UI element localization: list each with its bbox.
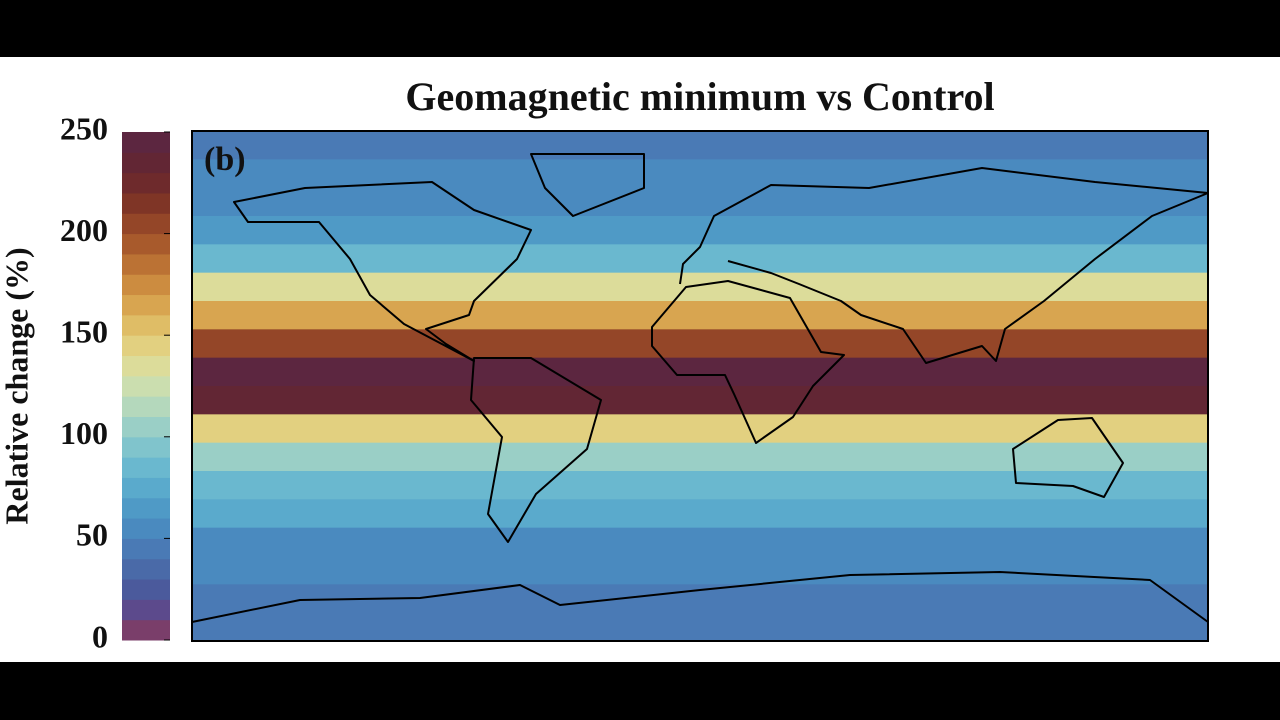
chart-title: Geomagnetic minimum vs Control xyxy=(405,74,994,119)
colorbar-step xyxy=(122,396,170,417)
colorbar-tick-label: 250 xyxy=(60,110,108,146)
coastline xyxy=(470,357,602,543)
colorbar-step xyxy=(122,436,170,458)
colorbar-step xyxy=(122,213,170,235)
coastline xyxy=(679,167,1209,364)
colorbar: 0 50 100 150 200 250 xyxy=(60,110,170,654)
coastlines xyxy=(191,153,1209,623)
map-band xyxy=(192,556,1208,585)
colorbar-step xyxy=(122,538,170,560)
colorbar-step xyxy=(122,477,170,499)
map-frame xyxy=(191,130,1209,642)
colorbar-step xyxy=(122,558,170,580)
colorbar-label: Relative change (%) xyxy=(0,247,34,524)
map-field xyxy=(192,131,1208,642)
map-band xyxy=(192,499,1208,529)
colorbar-step xyxy=(122,172,170,194)
colorbar-tick-label: 0 xyxy=(92,618,108,654)
map-band xyxy=(192,272,1208,302)
map-band xyxy=(192,442,1208,472)
coastline xyxy=(191,571,1209,623)
colorbar-step xyxy=(122,457,170,478)
colorbar-step xyxy=(122,355,170,377)
colorbar-step xyxy=(122,375,170,397)
colorbar-step xyxy=(122,619,170,641)
map-band xyxy=(192,301,1208,330)
colorbar-step xyxy=(122,132,170,153)
colorbar-step xyxy=(122,233,170,255)
coastline xyxy=(1012,417,1124,498)
colorbar-step xyxy=(122,579,170,600)
map-band xyxy=(192,357,1208,387)
colorbar-step xyxy=(122,335,170,357)
coastline xyxy=(651,280,845,444)
colorbar-tick-label: 150 xyxy=(60,314,108,350)
map-band xyxy=(192,159,1208,189)
colorbar-tick-label: 50 xyxy=(76,517,108,553)
map-band xyxy=(192,244,1208,274)
coastline xyxy=(530,153,645,217)
map-band xyxy=(192,612,1208,642)
map-band xyxy=(192,216,1208,245)
colorbar-step xyxy=(122,152,170,174)
colorbar-step xyxy=(122,314,170,336)
map-band xyxy=(192,471,1208,500)
map-band xyxy=(192,414,1208,444)
panel-label: (b) xyxy=(204,141,246,178)
colorbar-tick-label: 200 xyxy=(60,212,108,248)
map-band xyxy=(192,187,1208,217)
colorbar-step xyxy=(122,274,170,296)
colorbar-step xyxy=(122,497,170,519)
map-band xyxy=(192,131,1208,160)
map-band xyxy=(192,329,1208,359)
colorbar-step xyxy=(122,518,170,539)
colorbar-step xyxy=(122,416,170,438)
colorbar-tick-label: 100 xyxy=(60,415,108,451)
coastline xyxy=(233,181,532,362)
colorbar-step xyxy=(122,294,170,316)
colorbar-step xyxy=(122,192,170,214)
map-band xyxy=(192,386,1208,415)
map-band xyxy=(192,527,1208,557)
colorbar-step xyxy=(122,599,170,621)
colorbar-step xyxy=(122,253,170,275)
